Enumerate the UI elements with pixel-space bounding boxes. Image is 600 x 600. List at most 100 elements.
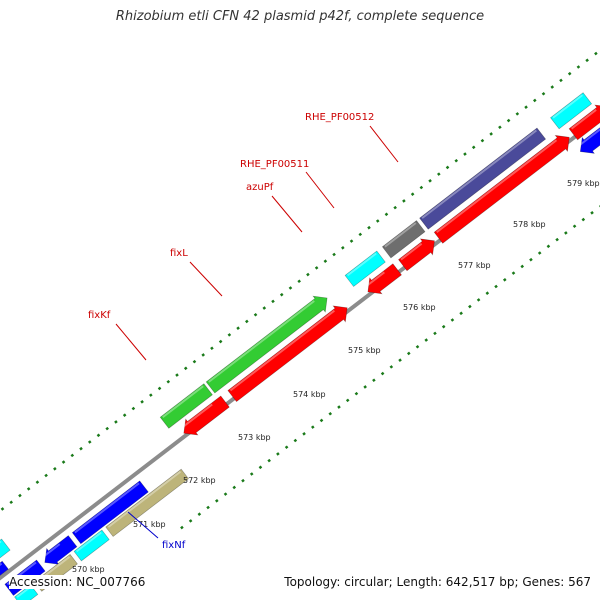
gene-label-leader (127, 511, 159, 539)
gc-dot (105, 426, 109, 431)
gc-dot (576, 65, 581, 69)
gc-dots (0, 51, 600, 530)
gc-dot (550, 85, 555, 89)
gc-dot (227, 333, 232, 337)
gc-dot (541, 91, 546, 96)
gene-feature-reverse-7 (183, 395, 230, 436)
gc-dot (410, 192, 415, 197)
gene-label-rhe-pf00511: RHE_PF00511 (240, 159, 309, 170)
gc-dot (192, 359, 197, 364)
gc-dot (149, 393, 153, 397)
gc-dot (437, 172, 441, 176)
gene-feature-outer-3 (381, 220, 426, 259)
gc-dot (384, 212, 389, 217)
gc-dot (468, 304, 472, 309)
gene-label-leader (369, 125, 399, 163)
gc-dot (402, 199, 406, 203)
gc-dot (53, 467, 57, 471)
gene-label-azupf: azuPf (246, 182, 274, 193)
gc-dot (302, 432, 306, 436)
gc-dot (267, 458, 271, 463)
gene-feature-highlight (42, 543, 61, 558)
gene-feature-highlight (552, 94, 583, 119)
gene-label-fixl: fixL (170, 248, 188, 259)
gc-dot (529, 257, 533, 262)
gc-dot (140, 400, 144, 404)
gc-dot (520, 264, 525, 269)
gc-dot (463, 152, 467, 156)
accession-text: Accession: NC_007766 (9, 575, 146, 589)
gc-dot (183, 366, 188, 371)
gene-feature-outer-4 (419, 127, 547, 230)
gene-label-fixnf: fixNf (162, 540, 186, 551)
gc-dot (476, 298, 481, 302)
gc-dot (180, 525, 184, 530)
gc-dot (166, 379, 171, 384)
gc-dot (375, 219, 380, 223)
gc-dot (498, 125, 502, 130)
gc-dot (450, 318, 455, 322)
gc-dot (406, 351, 411, 356)
gene-feature-forward-18 (0, 560, 9, 576)
gc-dot (44, 473, 48, 478)
gc-dot (367, 225, 371, 230)
gene-label-rhe-pf00512: RHE_PF00512 (305, 112, 374, 123)
gc-dot (232, 485, 237, 490)
gene-feature-highlight (181, 403, 213, 429)
gc-dot (249, 472, 254, 476)
gene-label-leader (115, 323, 147, 361)
gc-dot (502, 278, 507, 282)
gc-dot (524, 105, 528, 109)
gene-label-leader (305, 171, 335, 209)
gene-feature-reverse-10 (398, 238, 435, 272)
gc-dot (337, 405, 341, 409)
gc-dot (35, 480, 40, 484)
gene-feature-highlight (577, 128, 600, 147)
gene-labels: fixKf fixL azuPf RHE_PF00511 RHE_PF00512 fixN… (88, 112, 399, 551)
gc-dot (555, 237, 559, 242)
gene-feature-highlight (421, 129, 537, 219)
gc-dot (122, 413, 127, 417)
gene-label-leader (189, 261, 223, 297)
gene-feature-highlight (229, 309, 335, 392)
gc-dot (441, 324, 446, 329)
gc-dot (372, 378, 376, 383)
gene-feature-highlight (365, 271, 385, 288)
gene-feature-highlight (346, 252, 377, 277)
gc-dot (428, 179, 432, 183)
topology-info: Topology: circular; Length: 642,517 bp; … (284, 575, 591, 589)
gc-dot (206, 505, 210, 510)
gc-dot (157, 386, 162, 391)
gc-dot (96, 433, 101, 438)
gene-feature-forward-16 (71, 480, 149, 545)
gc-dot (354, 391, 359, 396)
gene-feature-highlight (107, 470, 182, 528)
gc-dot (293, 438, 298, 443)
gc-dot (271, 299, 275, 304)
gc-dot (245, 319, 249, 324)
gc-dot (424, 338, 429, 342)
gc-dot (276, 452, 280, 456)
gc-dot (480, 138, 485, 143)
gene-feature-outer-1 (205, 295, 328, 394)
tick-label-5: 575 kbp (348, 346, 381, 355)
gene-feature-highlight (74, 482, 140, 534)
gc-dot (581, 217, 586, 222)
gc-dot (0, 507, 5, 511)
tick-label-3: 573 kbp (238, 433, 271, 442)
gc-dot (197, 512, 202, 516)
gc-dot (419, 185, 424, 190)
gc-dot (445, 165, 450, 170)
gc-dot (223, 492, 228, 496)
gc-dot (201, 353, 205, 357)
gc-dot (564, 231, 568, 235)
gc-dot (345, 398, 350, 403)
gene-feature-highlight (75, 531, 102, 553)
gc-dot (61, 460, 66, 464)
gc-dot (311, 425, 315, 429)
gc-dot (332, 252, 336, 257)
gene-feature-reverse-8 (227, 305, 348, 403)
gene-feature-reverse-12 (568, 104, 600, 141)
gene-feature-inner-21 (105, 468, 189, 537)
